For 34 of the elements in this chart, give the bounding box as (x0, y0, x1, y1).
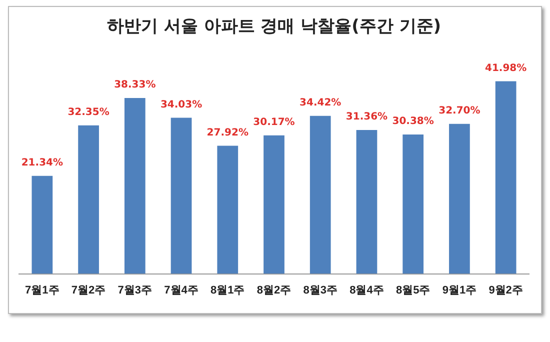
data-label: 34.42% (300, 98, 342, 109)
data-label: 21.34% (21, 158, 64, 169)
data-label: 27.92% (206, 127, 248, 138)
x-tick-label: 7월1주 (25, 284, 60, 296)
x-tick-label: 9월1주 (442, 284, 477, 296)
x-tick-label: 9월2주 (488, 284, 523, 296)
data-label: 41.98% (484, 62, 527, 74)
data-label: 30.38% (392, 116, 434, 128)
bar (264, 135, 284, 274)
bar (449, 124, 470, 274)
chart-title: 하반기 서울 아파트 경매 낙찰율(주간 기준) (106, 16, 442, 37)
bar (217, 146, 238, 274)
x-tick-label: 7월4주 (164, 284, 198, 296)
bar (402, 134, 424, 274)
x-tick-label: 8월5주 (396, 284, 430, 296)
bar (170, 118, 192, 274)
x-tick-label: 8월2주 (256, 284, 292, 296)
data-label: 32.35% (68, 107, 110, 118)
data-label: 32.70% (438, 105, 480, 116)
bar (356, 130, 378, 274)
data-label: 38.33% (114, 80, 156, 91)
data-label: 31.36% (346, 112, 388, 123)
x-tick-label: 7월2주 (71, 284, 106, 296)
x-tick-label: 8월1주 (210, 284, 245, 296)
bar (124, 98, 146, 274)
x-tick-label: 8월4주 (350, 284, 384, 296)
bar (310, 116, 331, 274)
x-tick-label: 7월3주 (118, 284, 152, 296)
bar (78, 125, 99, 274)
data-label: 30.17% (253, 117, 295, 128)
x-tick-label: 8월3주 (303, 284, 338, 296)
bar (32, 176, 53, 274)
data-label: 34.03% (160, 99, 202, 110)
bar (495, 81, 516, 274)
